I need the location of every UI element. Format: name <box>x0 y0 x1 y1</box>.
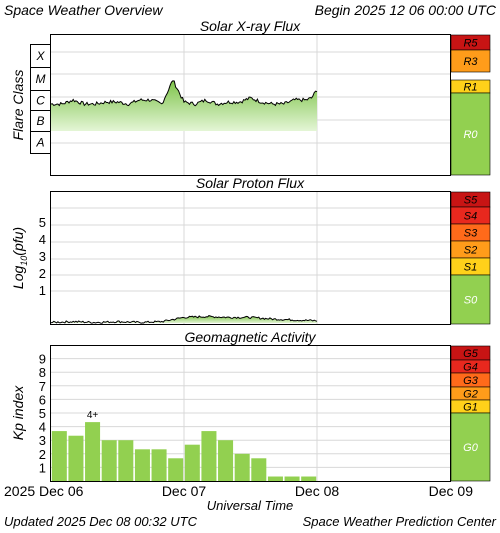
s-scale-label: S3 <box>464 228 478 240</box>
x-axis-label: Universal Time <box>206 498 294 513</box>
kp-bar <box>184 444 200 481</box>
proton-y-tick: 5 <box>39 215 46 230</box>
s-scale-label: S4 <box>464 211 477 223</box>
r-scale-segment <box>450 92 491 176</box>
s-scale-label: S1 <box>464 262 477 274</box>
x-tick-label: Dec 09 <box>429 483 474 499</box>
kp-bar <box>68 435 84 481</box>
r-scale-segment <box>450 49 491 73</box>
kp-y-tick: 6 <box>39 392 46 407</box>
kp-ylabel: Kp index <box>10 385 26 440</box>
kp-bar <box>151 449 167 481</box>
kp-bar <box>201 431 217 481</box>
x-tick-label: Dec 08 <box>295 483 340 499</box>
proton-y-tick: 3 <box>39 249 46 264</box>
flare-class-cell <box>30 44 51 68</box>
g-scale-segment <box>450 412 491 482</box>
flare-class-label: C <box>36 94 45 108</box>
flare-class-label: M <box>36 72 46 86</box>
kp-y-tick: 1 <box>39 460 46 475</box>
flare-class-label: X <box>35 49 45 63</box>
kp-bar <box>118 440 134 481</box>
proton-series <box>50 315 318 324</box>
proton-y-tick: 4 <box>39 232 46 247</box>
prediction-center: Space Weather Prediction Center <box>302 514 496 529</box>
kp-y-tick: 9 <box>39 352 46 367</box>
r-scale-label: R1 <box>463 82 477 94</box>
flare-class-label: A <box>35 136 44 150</box>
kp-y-tick: 4 <box>39 420 46 435</box>
xray-title: Solar X-ray Flux <box>199 18 301 34</box>
g-scale-label: G5 <box>463 348 479 360</box>
kp-bar <box>134 449 150 481</box>
proton-title: Solar Proton Flux <box>195 175 305 191</box>
kp-bar <box>218 440 234 481</box>
proton-y-tick: 2 <box>39 266 46 281</box>
kp-bar <box>284 476 300 481</box>
page-title: Space Weather Overview <box>4 2 163 18</box>
kp-bar <box>101 440 117 481</box>
x-tick-label: Dec 07 <box>162 483 207 499</box>
r-scale-label: R5 <box>463 38 478 50</box>
g-scale-label: G2 <box>463 389 478 401</box>
kp-y-tick: 3 <box>39 433 46 448</box>
kp-y-tick: 5 <box>39 406 46 421</box>
kp-bar <box>267 476 283 481</box>
g-scale-label: G1 <box>463 402 478 414</box>
updated-time: Updated 2025 Dec 08 00:32 UTC <box>4 514 197 529</box>
kp-y-tick: 2 <box>39 447 46 462</box>
kp-bar <box>301 476 317 481</box>
r-scale-label: R0 <box>463 129 478 141</box>
s-scale-label: S0 <box>464 295 478 307</box>
proton-panel <box>50 191 451 325</box>
kp-bar <box>51 431 67 481</box>
begin-time: Begin 2025 12 06 00:00 UTC <box>314 2 496 18</box>
proton-flux-line <box>50 315 318 324</box>
x-tick-label: 2025 Dec 06 <box>4 483 84 499</box>
x-tick-labels: 2025 Dec 06 Dec 07 Dec 08 Dec 09 <box>4 483 473 499</box>
g-scale-label: G3 <box>463 375 479 387</box>
kp-bar <box>168 458 184 481</box>
flare-class-label: B <box>36 114 44 128</box>
kp-y-tick: 7 <box>39 379 46 394</box>
proton-ylabel: Log10(pfu) <box>10 227 29 289</box>
xray-flux-area <box>51 80 317 131</box>
kp-bar <box>85 422 101 481</box>
g-scale-label: G0 <box>463 442 479 454</box>
kp-bar <box>251 458 267 481</box>
xray-ylabel: Flare Class <box>10 70 26 141</box>
kp-bar <box>234 453 250 481</box>
xray-series <box>50 80 318 131</box>
xray-flux-line <box>50 80 318 107</box>
kp-y-tick: 8 <box>39 365 46 380</box>
s-scale-label: S5 <box>464 195 478 207</box>
proton-y-tick: 1 <box>39 283 46 298</box>
s-scale-segment <box>450 274 491 325</box>
r-scale-label: R3 <box>463 56 478 68</box>
geomag-title: Geomagnetic Activity <box>184 329 316 345</box>
kp-bars: 4+ <box>51 410 317 481</box>
g-scale-label: G4 <box>463 362 478 374</box>
s-scale-label: S2 <box>464 245 477 257</box>
kp-annotation: 4+ <box>87 410 99 421</box>
